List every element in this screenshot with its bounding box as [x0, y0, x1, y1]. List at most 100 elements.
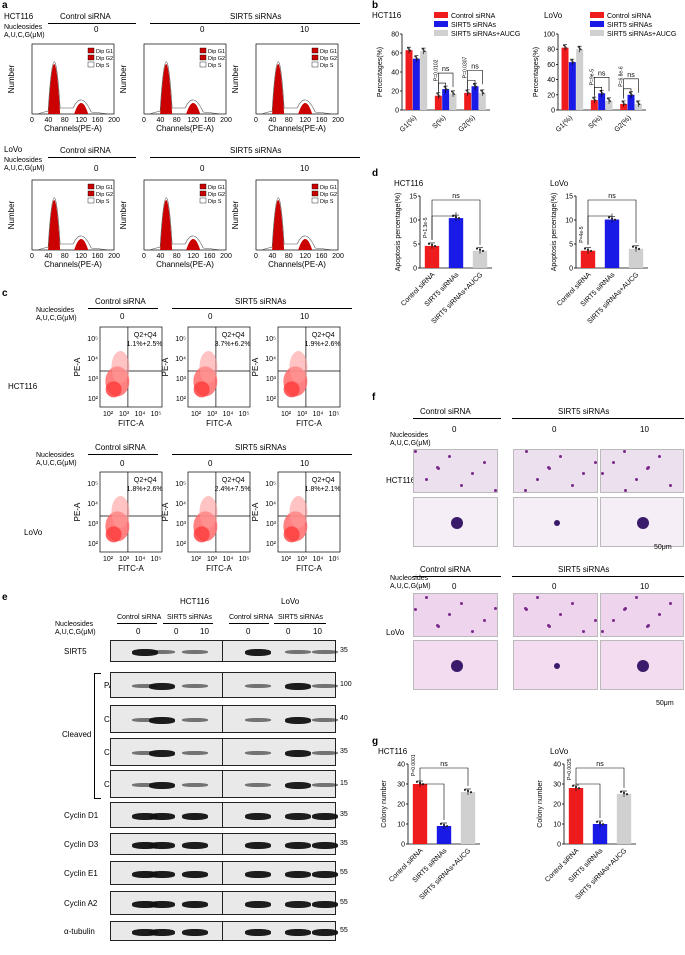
- protein-band: [149, 900, 175, 908]
- plot-frame: [31, 179, 115, 251]
- legend-label: Dip G2: [96, 192, 113, 198]
- x-tick-label: 160: [92, 117, 104, 124]
- group-line: [163, 623, 213, 624]
- y-tick-label: 60: [391, 51, 399, 58]
- x-tick-label: 200: [332, 117, 344, 124]
- data-point: [606, 97, 609, 100]
- data-point: [601, 92, 604, 95]
- nucleosides-unit: A,U,C,G(μM): [36, 460, 77, 467]
- dose-label: 0: [136, 627, 141, 636]
- nucleosides-unit: A,U,C,G(μM): [390, 440, 431, 447]
- x-tick-label: 0: [142, 117, 146, 124]
- quadrant-value: 3.7%+6.2%: [215, 341, 251, 348]
- plot-frame: [255, 179, 339, 251]
- microscopy-image: [513, 449, 598, 493]
- legend-swatch: [434, 30, 448, 36]
- data-point: [595, 820, 599, 823]
- mw-marker: 35: [340, 840, 348, 847]
- protein-band: [312, 783, 338, 787]
- x-tick-label: 10⁴: [135, 411, 146, 418]
- fit-curve: [260, 197, 335, 251]
- dose-label: 0: [200, 164, 205, 173]
- data-point: [409, 49, 412, 52]
- x-axis-label: Channels(PE-A): [44, 260, 102, 269]
- y-tick-label: 60: [547, 62, 555, 69]
- x-tick-label: 10²: [191, 411, 202, 418]
- cell-dot: [436, 624, 439, 627]
- x-tick-label: S(%): [431, 114, 447, 130]
- dose-label: 0: [120, 459, 125, 468]
- cell-dot: [494, 489, 497, 492]
- data-point: [592, 96, 595, 99]
- colony: [450, 660, 463, 672]
- x-tick-label: 10²: [191, 556, 202, 563]
- x-tick-label: SIRT5 siRNAs+AUCG: [586, 271, 640, 325]
- colony: [450, 517, 463, 529]
- legend-swatch: [199, 54, 207, 61]
- mw-marker: 55: [340, 869, 348, 876]
- ns-bracket: [575, 767, 625, 788]
- y-tick-label: 0: [401, 842, 405, 849]
- protein-band: [149, 870, 175, 878]
- group-sirt5: SIRT5 siRNAs: [235, 443, 287, 452]
- cell-cycle-histogram: Number 0 40 80 120 160 200 Channels(PE-A) Dip G1…: [7, 43, 120, 133]
- cell-dot: [601, 630, 604, 633]
- x-tick-label: 10²: [103, 411, 114, 418]
- blot-membrane: [222, 861, 338, 885]
- quadrant-value: 1.8%+2.1%: [305, 486, 341, 493]
- y-tick-label: 10⁵: [87, 481, 98, 488]
- legend-label: Dip G2: [320, 192, 337, 198]
- protein-band: [132, 751, 158, 755]
- bar: [472, 250, 488, 268]
- data-point: [452, 91, 454, 94]
- protein-band: [245, 900, 271, 908]
- y-axis-label: PE-A: [73, 357, 82, 376]
- protein-band: [245, 870, 271, 878]
- protein-band: [285, 812, 311, 820]
- y-tick-label: 10⁴: [265, 501, 276, 508]
- p-value-label: P=4e-5: [579, 226, 585, 242]
- cell-population: [193, 381, 210, 398]
- y-axis-label: Apoptosis percentage(%): [395, 193, 402, 272]
- chart-b-hct116: HCT116 Percentages(%) 0 20 40 60 80 G1(%) S(%) ns…: [372, 11, 520, 134]
- ns-label: ns: [598, 70, 606, 77]
- group-control: Control siRNA: [420, 407, 471, 416]
- bar: [436, 826, 452, 844]
- protein-band: [312, 841, 338, 849]
- mw-marker: 100: [340, 681, 352, 688]
- cell-dot: [571, 484, 574, 487]
- nucleosides-label: Nucleosides: [36, 307, 75, 314]
- flow-cytometry-plot: PE-A 10² 10³ 10⁴ 10⁵ 10² 10³ 10⁴ 10⁵ FITC-A Q2+Q4 1…: [251, 326, 341, 428]
- protein-band: [285, 650, 311, 654]
- x-tick-label: 0: [254, 253, 258, 260]
- protein-band: [245, 751, 271, 755]
- x-tick-label: 120: [187, 117, 199, 124]
- p-bracket: [575, 782, 601, 818]
- y-tick-label: 10³: [176, 521, 187, 528]
- cell-line-label: HCT116: [180, 597, 210, 606]
- cell-dot: [414, 450, 417, 453]
- blot-row-label: Cyclin D3: [64, 840, 99, 849]
- protein-band: [245, 783, 271, 787]
- legend-label: SIRT5 siRNAs: [607, 22, 652, 29]
- blot-membrane: [110, 891, 224, 915]
- ns-label: ns: [596, 761, 604, 768]
- flow-cytometry-plot: PE-A 10² 10³ 10⁴ 10⁵ 10² 10³ 10⁴ 10⁵ FITC-A Q2+Q4 1…: [73, 471, 163, 573]
- data-point: [475, 247, 479, 250]
- nucleosides-label: Nucleosides: [36, 452, 75, 459]
- protein-band: [285, 870, 311, 878]
- data-point: [469, 791, 473, 794]
- blot-row-label: Cyclin D1: [64, 811, 99, 820]
- x-tick-label: 10²: [281, 556, 292, 563]
- x-tick-label: S(%): [587, 114, 603, 130]
- x-tick-label: 40: [157, 117, 165, 124]
- y-tick-label: 10²: [266, 396, 277, 403]
- group-line: [172, 308, 352, 309]
- legend-swatch: [199, 47, 207, 54]
- legend-swatch: [199, 61, 207, 68]
- quadrant-label: Q2+Q4: [222, 332, 245, 339]
- group-sirt5: SIRT5 siRNAs: [558, 565, 610, 574]
- group-line: [150, 23, 360, 24]
- data-point: [450, 90, 453, 93]
- data-point: [478, 248, 482, 251]
